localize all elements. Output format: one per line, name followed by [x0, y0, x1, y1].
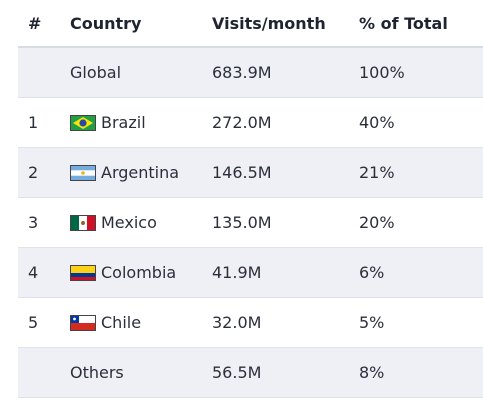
country-cell: Argentina	[70, 163, 212, 182]
percent-cell: 21%	[359, 163, 395, 182]
table-row-brazil: 1 Brazil 272.0M 40%	[18, 98, 483, 148]
visits-cell: 41.9M	[212, 263, 262, 282]
country-cell: Chile	[70, 313, 212, 332]
header-visits: Visits/month	[212, 13, 326, 33]
rank-cell: 4	[28, 263, 39, 282]
percent-cell: 6%	[359, 263, 385, 282]
table-row-chile: 5 Chile 32.0M 5%	[18, 298, 483, 348]
visits-cell: 32.0M	[212, 313, 262, 332]
country-label: Colombia	[101, 263, 177, 282]
country-cell: Global	[70, 63, 212, 82]
percent-cell: 5%	[359, 313, 385, 332]
country-label: Chile	[101, 313, 142, 332]
country-cell: Colombia	[70, 263, 212, 282]
rank-cell: 2	[28, 163, 39, 182]
percent-cell: 20%	[359, 213, 395, 232]
header-rank: #	[28, 13, 42, 33]
rank-cell: 3	[28, 213, 39, 232]
header-percent: % of Total	[359, 13, 448, 33]
table-row-global: Global 683.9M 100%	[18, 48, 483, 98]
rank-cell: 5	[28, 313, 39, 332]
table-row-others: Others 56.5M 8%	[18, 348, 483, 398]
country-label: Global	[70, 63, 122, 82]
visits-by-country-table: # Country Visits/month % of Total Global…	[18, 0, 483, 398]
country-label: Mexico	[101, 213, 157, 232]
country-cell: Mexico	[70, 213, 212, 232]
country-label: Brazil	[101, 113, 146, 132]
table-row-mexico: 3 Mexico 135.0M 20%	[18, 198, 483, 248]
visits-cell: 146.5M	[212, 163, 272, 182]
rank-cell: 1	[28, 113, 39, 132]
header-country: Country	[70, 13, 142, 33]
table-row-argentina: 2 Argentina 146.5M 21%	[18, 148, 483, 198]
percent-cell: 8%	[359, 363, 385, 382]
table-row-colombia: 4 Colombia 41.9M 6%	[18, 248, 483, 298]
colombia-flag-icon	[70, 264, 96, 281]
visits-cell: 56.5M	[212, 363, 262, 382]
country-cell: Others	[70, 363, 212, 382]
percent-cell: 40%	[359, 113, 395, 132]
visits-cell: 272.0M	[212, 113, 272, 132]
country-cell: Brazil	[70, 113, 212, 132]
argentina-flag-icon	[70, 164, 96, 181]
visits-cell: 683.9M	[212, 63, 272, 82]
country-label: Argentina	[101, 163, 180, 182]
chile-flag-icon	[70, 314, 96, 331]
table-header-row: # Country Visits/month % of Total	[18, 0, 483, 48]
brazil-flag-icon	[70, 114, 96, 131]
percent-cell: 100%	[359, 63, 405, 82]
mexico-flag-icon	[70, 214, 96, 231]
visits-cell: 135.0M	[212, 213, 272, 232]
country-label: Others	[70, 363, 124, 382]
